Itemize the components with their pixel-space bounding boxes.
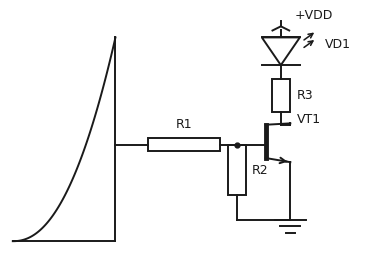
Bar: [272, 79, 290, 112]
Text: R2: R2: [252, 164, 268, 177]
Text: +VDD: +VDD: [294, 9, 332, 22]
Bar: [228, 145, 246, 195]
Text: VD1: VD1: [324, 38, 350, 51]
Text: VT1: VT1: [297, 113, 321, 126]
Bar: [148, 138, 220, 151]
Text: R1: R1: [175, 118, 192, 131]
Text: R3: R3: [297, 89, 313, 102]
